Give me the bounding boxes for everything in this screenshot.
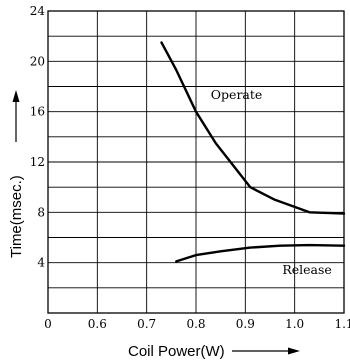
x-axis-title: Coil Power(W) [128,343,225,360]
y-axis-arrow-head [12,90,20,102]
x-tick-label: 0.6 [88,317,107,331]
y-tick-labels: 4 8 12 16 20 24 [30,4,46,270]
plot-frame [47,10,345,314]
x-tick-label: 0.7 [137,317,156,331]
x-tick-label: 0 [44,317,52,331]
x-axis-arrow-head [288,347,300,355]
y-tick-label: 16 [30,105,45,119]
y-tick-label: 8 [37,205,45,219]
y-axis-title: Time(msec.) [8,175,25,258]
series-line-operate [160,41,346,215]
x-tick-label: 0.9 [236,317,255,331]
x-tick-label: 1.1 [334,317,350,331]
x-tick-label: 0.8 [186,317,205,331]
series-label-operate: Operate [211,87,262,102]
y-tick-label: 4 [37,256,45,270]
series-annotations: Operate Release [211,87,332,277]
y-tick-label: 24 [30,4,46,18]
x-tick-labels: 0 0.6 0.7 0.8 0.9 1.0 1.1 [44,317,350,331]
y-tick-label: 12 [30,155,45,169]
x-tick-label: 1.0 [285,317,304,331]
series-label-release: Release [282,262,331,277]
series-layer [160,41,346,263]
series-line-release [175,243,346,263]
y-tick-label: 20 [30,54,45,68]
